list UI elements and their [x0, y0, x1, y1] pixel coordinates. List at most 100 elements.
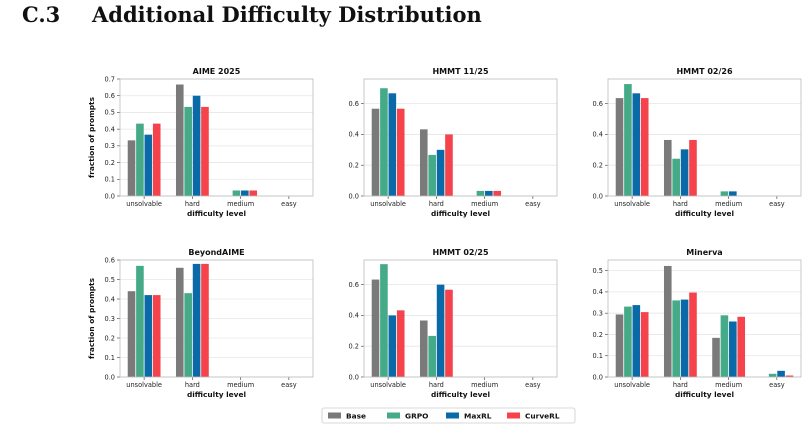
panel-title: BeyondAIME: [188, 248, 244, 257]
plot-frame: [119, 259, 314, 378]
bar-curverl-hard: [689, 139, 697, 196]
y-tick-label: 0.0: [105, 192, 116, 200]
y-tick-label: 0.4: [349, 131, 360, 139]
y-tick-label: 0.3: [593, 309, 604, 317]
y-tick-label: 0.2: [349, 162, 360, 170]
x-tick-label: hard: [673, 200, 688, 208]
x-tick-label: unsolvable: [614, 381, 650, 389]
chart-panel-hmmt-02-26: 0.0 0.2 0.4 0.6 unsolvable hard medium easy HMMT…: [593, 67, 802, 218]
bar-grpo-easy: [768, 373, 777, 377]
x-tick-label: medium: [227, 200, 254, 208]
legend-swatch-curverl: [507, 412, 520, 419]
bar-maxrl-hard: [436, 284, 445, 377]
bar-maxrl-hard: [436, 149, 445, 196]
y-tick-label: 0.7: [105, 75, 116, 83]
plot-frame: [119, 78, 314, 197]
bar-maxrl-hard: [192, 263, 201, 377]
y-tick-label: 0.0: [105, 373, 116, 381]
y-tick-label: 0.6: [593, 100, 604, 108]
x-tick-label: medium: [471, 381, 498, 389]
chart-panel-beyondaime: 0.0 0.1 0.2 0.3 0.4 0.5 0.6 unsolvable hard mediu…: [87, 248, 314, 399]
bar-maxrl-unsolvable: [144, 134, 153, 196]
x-tick-label: easy: [769, 381, 785, 389]
bar-curverl-unsolvable: [640, 98, 649, 196]
y-tick-label: 0.2: [593, 162, 604, 170]
bar-maxrl-hard: [680, 299, 689, 377]
x-axis-label: difficulty level: [187, 209, 246, 218]
y-tick-label: 0.1: [593, 352, 604, 360]
bar-curverl-unsolvable: [152, 123, 161, 196]
y-axis-label: fraction of prompts: [87, 96, 96, 178]
y-tick-label: 0.0: [593, 192, 604, 200]
bar-curverl-unsolvable: [152, 295, 161, 377]
bar-grpo-medium: [720, 315, 729, 377]
bar-grpo-hard: [184, 106, 192, 196]
bar-maxrl-unsolvable: [144, 295, 153, 377]
x-tick-label: medium: [227, 381, 254, 389]
bar-maxrl-unsolvable: [388, 315, 397, 377]
bar-maxrl-medium: [729, 321, 737, 377]
bar-base-unsolvable: [371, 279, 380, 377]
y-tick-label: 0.0: [349, 373, 360, 381]
x-tick-label: hard: [429, 200, 444, 208]
x-axis-label: difficulty level: [675, 209, 734, 218]
y-axis-label: fraction of prompts: [87, 277, 96, 359]
legend-label-grpo: GRPO: [405, 412, 428, 421]
y-tick-label: 0.1: [105, 354, 116, 362]
x-tick-label: unsolvable: [126, 381, 162, 389]
bar-curverl-unsolvable: [396, 108, 405, 196]
x-tick-label: hard: [429, 381, 444, 389]
chart-panel-aime-2025: 0.0 0.1 0.2 0.3 0.4 0.5 0.6 0.7 unsolvable hard me…: [87, 67, 314, 218]
y-tick-label: 0.3: [105, 142, 116, 150]
bar-curverl-unsolvable: [396, 310, 405, 377]
x-tick-label: easy: [525, 200, 541, 208]
y-tick-label: 0.4: [105, 295, 116, 303]
bar-base-medium: [712, 337, 720, 377]
x-axis-label: difficulty level: [675, 390, 734, 399]
bar-base-hard: [419, 129, 428, 196]
x-axis-label: difficulty level: [431, 390, 490, 399]
bar-grpo-hard: [184, 293, 192, 377]
x-tick-label: unsolvable: [126, 200, 162, 208]
y-tick-label: 0.5: [105, 276, 116, 284]
bar-grpo-unsolvable: [624, 306, 632, 377]
x-tick-label: hard: [185, 381, 200, 389]
y-tick-label: 0.6: [349, 281, 360, 289]
y-tick-label: 0.5: [593, 267, 604, 275]
panel-title: HMMT 02/26: [676, 67, 732, 76]
bar-curverl-easy: [785, 375, 794, 377]
x-tick-label: easy: [769, 200, 785, 208]
bar-grpo-unsolvable: [136, 265, 144, 377]
panel-title: HMMT 02/25: [432, 248, 488, 257]
bar-curverl-hard: [689, 292, 697, 377]
bar-curverl-medium: [249, 190, 258, 196]
bar-base-unsolvable: [371, 108, 380, 196]
x-axis-label: difficulty level: [187, 390, 246, 399]
x-tick-label: easy: [281, 381, 297, 389]
panel-title: AIME 2025: [193, 67, 241, 76]
legend-swatch-base: [328, 412, 341, 419]
bar-maxrl-hard: [680, 149, 689, 196]
plot-frame: [607, 78, 802, 197]
y-tick-label: 0.6: [105, 92, 116, 100]
x-axis-label: difficulty level: [431, 209, 490, 218]
bar-grpo-unsolvable: [380, 264, 388, 377]
legend-label-base: Base: [346, 412, 366, 421]
bar-base-hard: [663, 139, 672, 196]
bar-curverl-medium: [493, 190, 502, 196]
y-tick-label: 0.6: [349, 100, 360, 108]
bar-maxrl-unsolvable: [388, 93, 397, 196]
bar-base-unsolvable: [127, 291, 136, 377]
y-tick-label: 0.2: [593, 331, 604, 339]
legend: Base GRPO MaxRL CurveRL: [321, 407, 576, 424]
legend-swatch-grpo: [387, 412, 400, 419]
bar-curverl-hard: [201, 263, 209, 377]
bar-maxrl-medium: [241, 190, 249, 196]
section-heading: C.3 Additional Difficulty Distribution: [22, 2, 482, 27]
plot-frame: [363, 78, 558, 197]
bar-curverl-hard: [201, 106, 209, 196]
plot-frame: [363, 259, 558, 378]
legend-swatch-maxrl: [446, 412, 459, 419]
bar-curverl-medium: [737, 316, 746, 377]
x-tick-label: medium: [471, 200, 498, 208]
